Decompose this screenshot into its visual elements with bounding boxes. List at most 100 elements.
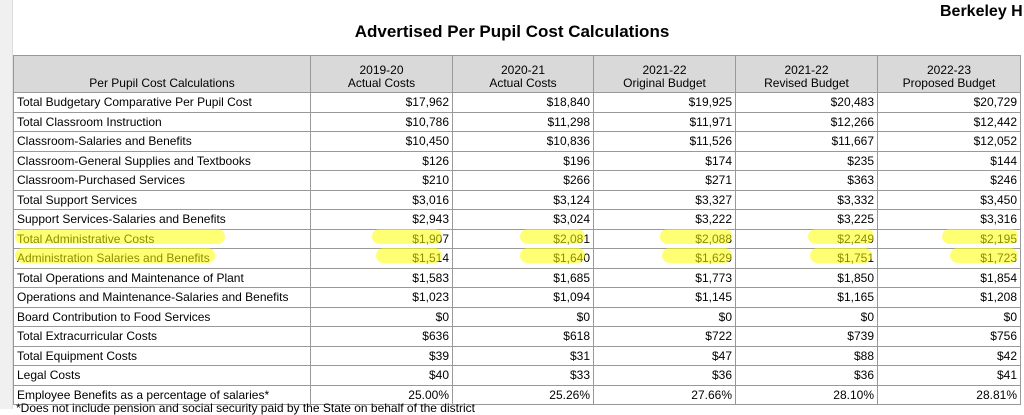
cost-cell: $1,685 xyxy=(452,267,594,288)
row-label: Support Services-Salaries and Benefits xyxy=(13,209,311,230)
cost-cell: $20,483 xyxy=(735,92,878,113)
cost-cell: $1,640 xyxy=(452,248,594,269)
cost-cell: $144 xyxy=(877,150,1021,171)
cost-cell: $126 xyxy=(310,150,453,171)
row-label: Total Extracurricular Costs xyxy=(13,326,311,347)
table-row: Support Services-Salaries and Benefits $2… xyxy=(13,209,1021,230)
row-label: Classroom-Salaries and Benefits xyxy=(13,131,311,152)
cost-cell: $0 xyxy=(593,306,736,327)
cost-cell: 25.26% xyxy=(452,384,594,405)
cost-cell: $1,850 xyxy=(735,267,878,288)
district-name: Berkeley H xyxy=(940,3,1023,20)
cost-cell: $1,094 xyxy=(452,287,594,308)
cost-cell: $1,165 xyxy=(735,287,878,308)
table-row: Total Classroom Instruction $10,786 $11,29… xyxy=(13,111,1021,132)
cost-cell: $12,442 xyxy=(877,111,1021,132)
row-label: Operations and Maintenance-Salaries and … xyxy=(13,287,311,308)
cost-cell: $31 xyxy=(452,345,594,366)
column-header: 2019-20 Actual Costs xyxy=(310,55,453,93)
cost-cell: $17,962 xyxy=(310,92,453,113)
table-row: Total Equipment Costs $39 $31 $47 $88 $42 xyxy=(13,345,1021,366)
table-row: Legal Costs $40 $33 $36 $36 $41 xyxy=(13,365,1021,386)
cost-cell: $235 xyxy=(735,150,878,171)
table-row: Employee Benefits as a percentage of sal… xyxy=(13,384,1021,405)
cost-cell: $1,751 xyxy=(735,248,878,269)
cost-cell: $1,854 xyxy=(877,267,1021,288)
cost-cell: $10,786 xyxy=(310,111,453,132)
column-header: Per Pupil Cost Calculations xyxy=(13,55,311,93)
cost-cell: $174 xyxy=(593,150,736,171)
cost-cell: $47 xyxy=(593,345,736,366)
row-label: Total Classroom Instruction xyxy=(13,111,311,132)
cost-cell: $1,208 xyxy=(877,287,1021,308)
cost-cell: $1,023 xyxy=(310,287,453,308)
cost-cell: $10,450 xyxy=(310,131,453,152)
cost-cell: $271 xyxy=(593,170,736,191)
cost-cell: $756 xyxy=(877,326,1021,347)
cost-cell: $11,667 xyxy=(735,131,878,152)
cost-cell: $1,583 xyxy=(310,267,453,288)
cost-cell: $11,971 xyxy=(593,111,736,132)
header-line: 2021-22 xyxy=(784,63,829,77)
table-row: Total Operations and Maintenance of Plan… xyxy=(13,267,1021,288)
cost-cell: $1,773 xyxy=(593,267,736,288)
cost-cell: $18,840 xyxy=(452,92,594,113)
cost-cell: $1,629 xyxy=(593,248,736,269)
cost-cell: $20,729 xyxy=(877,92,1021,113)
cost-cell: $88 xyxy=(735,345,878,366)
row-label: Classroom-Purchased Services xyxy=(13,170,311,191)
cost-cell: $0 xyxy=(310,306,453,327)
cost-cell: $2,195 xyxy=(877,228,1021,249)
cost-cell: $636 xyxy=(310,326,453,347)
cost-cell: 27.66% xyxy=(593,384,736,405)
header-line: Actual Costs xyxy=(489,76,557,90)
header-line: Proposed Budget xyxy=(902,76,996,90)
scrollbar xyxy=(0,0,13,409)
header-line: Actual Costs xyxy=(347,76,416,90)
cost-cell: 28.81% xyxy=(877,384,1021,405)
cost-cell: $3,225 xyxy=(735,209,878,230)
table-row: Classroom-Purchased Services $210 $266 $271… xyxy=(13,170,1021,191)
row-label: Total Equipment Costs xyxy=(13,345,311,366)
cost-cell: $1,907 xyxy=(310,228,453,249)
cost-cell: 25.00% xyxy=(310,384,453,405)
table-row: Board Contribution to Food Services $0 $0 $… xyxy=(13,306,1021,327)
cost-cell: $40 xyxy=(310,365,453,386)
row-label: Total Operations and Maintenance of Plan… xyxy=(13,267,311,288)
column-header: 2021-22 Original Budget xyxy=(593,55,736,93)
header-line: 2021-22 xyxy=(642,63,687,77)
row-label: Total Administrative Costs xyxy=(13,228,311,249)
cost-cell: $722 xyxy=(593,326,736,347)
cost-cell: $0 xyxy=(452,306,594,327)
cost-cell: $39 xyxy=(310,345,453,366)
table-row: Administration Salaries and Benefits $1,5… xyxy=(13,248,1021,269)
header-row: Per Pupil Cost Calculations 2019-20 Actual… xyxy=(13,55,1021,93)
table-row: Total Budgetary Comparative Per Pupil Co… xyxy=(13,92,1021,113)
header-line: 2022-23 xyxy=(926,63,972,77)
cost-cell: $363 xyxy=(735,170,878,191)
cost-cell: $33 xyxy=(452,365,594,386)
table-row: Classroom-General Supplies and Textbooks… xyxy=(13,150,1021,171)
header-line: Per Pupil Cost Calculations xyxy=(89,76,235,90)
cost-cell: $2,081 xyxy=(452,228,594,249)
cost-cell: $10,836 xyxy=(452,131,594,152)
cost-cell: $3,327 xyxy=(593,189,736,210)
cost-cell: $1,514 xyxy=(310,248,453,269)
cost-cell: $618 xyxy=(452,326,594,347)
column-header: 2020-21 Actual Costs xyxy=(452,55,594,93)
cost-cell: $12,266 xyxy=(735,111,878,132)
header-line: Revised Budget xyxy=(764,76,849,90)
table-row: Operations and Maintenance-Salaries and … xyxy=(13,287,1021,308)
cost-cell: $1,145 xyxy=(593,287,736,308)
cost-cell: $196 xyxy=(452,150,594,171)
table-row: Total Administrative Costs $1,907 $2,081 $2… xyxy=(13,228,1021,249)
cost-cell: $266 xyxy=(452,170,594,191)
cost-cell: $11,298 xyxy=(452,111,594,132)
row-label: Administration Salaries and Benefits xyxy=(13,248,311,269)
title: Advertised Per Pupil Cost Calculations xyxy=(354,22,670,41)
cost-cell: $3,124 xyxy=(452,189,594,210)
cost-cell: $0 xyxy=(735,306,878,327)
cost-cell: $3,316 xyxy=(877,209,1021,230)
cost-cell: $36 xyxy=(735,365,878,386)
